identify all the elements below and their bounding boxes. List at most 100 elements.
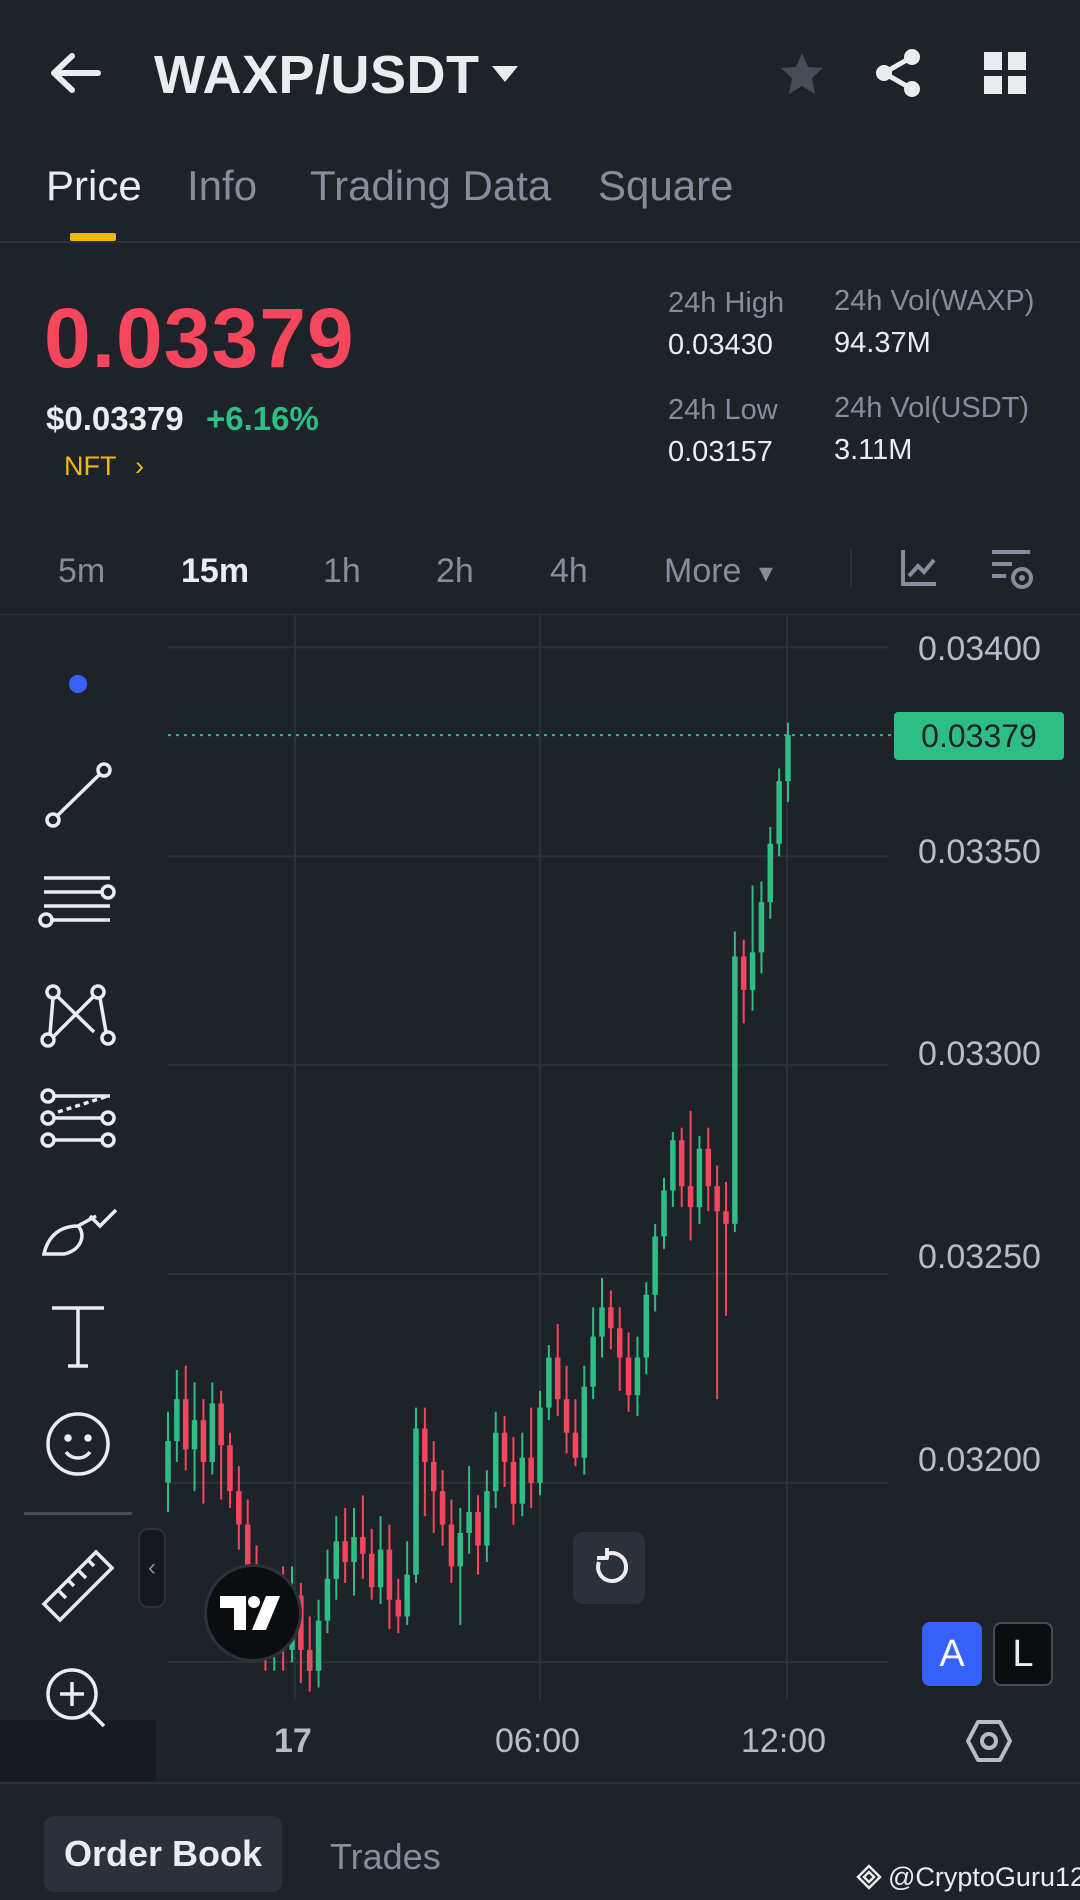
candle-body: [492, 1432, 499, 1492]
timeframe-5m[interactable]: 5m: [58, 552, 106, 590]
stat-vol-base-value: 94.37M: [834, 327, 931, 359]
tab-trades[interactable]: Trades: [330, 1836, 441, 1877]
text-icon[interactable]: [38, 1296, 118, 1376]
candle-body: [634, 1357, 641, 1396]
candle-body: [306, 1649, 313, 1671]
candle-body: [510, 1461, 517, 1504]
candle-body: [519, 1457, 526, 1504]
candle-body: [174, 1399, 180, 1442]
candle-body: [723, 1211, 729, 1224]
zoom-in-icon[interactable]: [38, 1660, 118, 1740]
chart-settings-icon: [992, 550, 1033, 589]
y-tick-label: 0.03350: [918, 833, 1041, 871]
log-scale-button[interactable]: L: [993, 1622, 1053, 1686]
timeframe-4h[interactable]: 4h: [550, 552, 588, 590]
candle-body: [501, 1432, 508, 1462]
candle-body: [537, 1407, 543, 1483]
stat-high-label: 24h High: [668, 287, 785, 319]
candle-body: [696, 1148, 703, 1208]
tradingview-logo: [204, 1564, 302, 1662]
candle-body: [687, 1186, 694, 1208]
timeframe-15m[interactable]: 15m: [181, 552, 250, 590]
nft-tag-link[interactable]: NFT ›: [64, 451, 144, 482]
chart-settings-hex-button[interactable]: [966, 1718, 1012, 1764]
pair-title[interactable]: WAXP/USDT: [154, 45, 480, 105]
candle-body: [466, 1512, 472, 1533]
back-arrow-icon: [51, 53, 101, 93]
collapse-toolbar-button[interactable]: ‹: [138, 1528, 166, 1608]
indicator-chart-icon: [901, 550, 936, 586]
nft-tag: NFT: [64, 451, 117, 481]
candle-body: [342, 1541, 348, 1563]
y-tick-label: 0.03250: [918, 1238, 1041, 1276]
star-icon: [781, 53, 823, 94]
candle-body: [200, 1420, 207, 1462]
last-price: 0.03379: [44, 291, 355, 385]
timeframe-1h[interactable]: 1h: [323, 552, 361, 590]
indicators-button[interactable]: [900, 548, 938, 588]
stat-vol-quote-value: 3.11M: [834, 434, 913, 466]
pair-dropdown[interactable]: [490, 64, 520, 84]
share-icon: [876, 49, 920, 97]
fib-icon[interactable]: [38, 1082, 118, 1162]
tab-trading-data[interactable]: Trading Data: [310, 162, 552, 209]
watermark: @CryptoGuru12: [888, 1862, 1080, 1892]
candle-body: [572, 1432, 579, 1458]
ruler-icon[interactable]: [38, 1546, 118, 1626]
candle-body: [661, 1190, 667, 1237]
candle-body: [785, 735, 791, 782]
candle-body: [616, 1328, 623, 1358]
candle-body: [608, 1307, 614, 1329]
candle-body: [448, 1524, 455, 1567]
pattern-icon[interactable]: [38, 974, 118, 1054]
stat-vol-quote-label: 24h Vol(USDT): [834, 392, 1030, 424]
candle-body: [625, 1357, 632, 1396]
candle-body: [546, 1357, 552, 1408]
toolbar-separator: [24, 1512, 132, 1515]
candle-body: [670, 1140, 676, 1191]
candle-body: [182, 1399, 189, 1450]
reset-chart-button[interactable]: [573, 1532, 645, 1604]
parallel-channel-icon[interactable]: [38, 866, 118, 946]
candle-body: [413, 1428, 419, 1575]
candle-body: [395, 1599, 402, 1617]
share-button[interactable]: [874, 48, 922, 98]
candle-body: [714, 1186, 720, 1212]
candle-body: [324, 1578, 331, 1621]
candle-body: [678, 1140, 685, 1187]
chevron-down-icon: ▾: [758, 557, 773, 588]
candle-body: [581, 1386, 588, 1458]
candle-body: [227, 1445, 233, 1492]
candle-body: [590, 1336, 596, 1387]
grid-menu-button[interactable]: [984, 52, 1026, 94]
candle-body: [705, 1148, 712, 1187]
brush-icon[interactable]: [38, 1188, 118, 1268]
tab-price[interactable]: Price: [46, 162, 142, 209]
candle-body: [377, 1549, 384, 1588]
candle-body: [439, 1491, 446, 1525]
favorite-button[interactable]: [778, 50, 826, 98]
candle-body: [776, 781, 782, 844]
candle-body: [749, 952, 756, 990]
grid-icon: [984, 52, 1026, 94]
auto-scale-button[interactable]: A: [922, 1622, 982, 1686]
candle-body: [767, 843, 774, 903]
timeframe-2h[interactable]: 2h: [436, 552, 474, 590]
back-button[interactable]: [48, 48, 104, 98]
tab-square[interactable]: Square: [598, 162, 734, 209]
price-chart[interactable]: [0, 614, 1080, 1782]
emoji-icon[interactable]: [38, 1404, 118, 1484]
chart-settings-button[interactable]: [990, 548, 1034, 590]
candle-body: [209, 1403, 216, 1462]
timeframe-more[interactable]: More ▾: [664, 552, 773, 591]
candle-body: [484, 1491, 490, 1546]
candle-body: [732, 956, 738, 1224]
candle-body: [315, 1620, 322, 1671]
tab-order-book[interactable]: Order Book: [44, 1816, 282, 1892]
tab-info[interactable]: Info: [187, 162, 258, 209]
candle-body: [360, 1537, 366, 1554]
trend-line-icon[interactable]: [38, 758, 118, 838]
x-tick-label: 06:00: [495, 1722, 581, 1760]
crosshair-dot-icon[interactable]: [38, 640, 118, 720]
candle-body: [652, 1236, 658, 1295]
